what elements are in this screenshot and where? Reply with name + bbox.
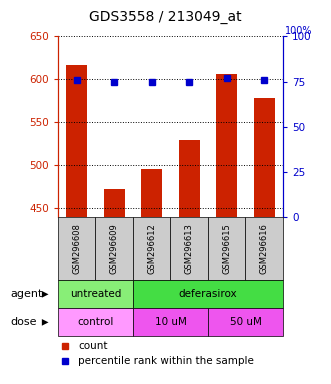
Bar	[254, 98, 274, 217]
Bar	[141, 169, 162, 217]
Text: 50 uM: 50 uM	[230, 317, 261, 328]
Text: untreated: untreated	[70, 289, 121, 300]
Bar	[58, 217, 95, 280]
Bar	[95, 217, 133, 280]
Bar	[58, 308, 133, 336]
Text: GSM296612: GSM296612	[147, 223, 156, 274]
Bar	[133, 217, 170, 280]
Text: control: control	[77, 317, 114, 328]
Text: GSM296609: GSM296609	[110, 223, 119, 274]
Bar	[133, 308, 208, 336]
Text: 10 uM: 10 uM	[155, 317, 186, 328]
Bar	[170, 217, 208, 280]
Text: GSM296616: GSM296616	[260, 223, 269, 274]
Text: dose: dose	[10, 317, 36, 328]
Bar	[208, 217, 246, 280]
Bar	[133, 280, 283, 308]
Text: agent: agent	[10, 289, 42, 300]
Text: 100%: 100%	[285, 26, 312, 36]
Text: percentile rank within the sample: percentile rank within the sample	[78, 356, 254, 366]
Text: GDS3558 / 213049_at: GDS3558 / 213049_at	[89, 10, 242, 24]
Bar	[104, 189, 124, 217]
Bar	[66, 65, 87, 217]
Text: deferasirox: deferasirox	[179, 289, 237, 300]
Bar	[246, 217, 283, 280]
Text: GSM296608: GSM296608	[72, 223, 81, 274]
Bar	[58, 280, 133, 308]
Text: count: count	[78, 341, 108, 351]
Bar	[216, 74, 237, 217]
Bar	[179, 140, 200, 217]
Bar	[208, 308, 283, 336]
Text: GSM296615: GSM296615	[222, 223, 231, 274]
Text: GSM296613: GSM296613	[185, 223, 194, 274]
